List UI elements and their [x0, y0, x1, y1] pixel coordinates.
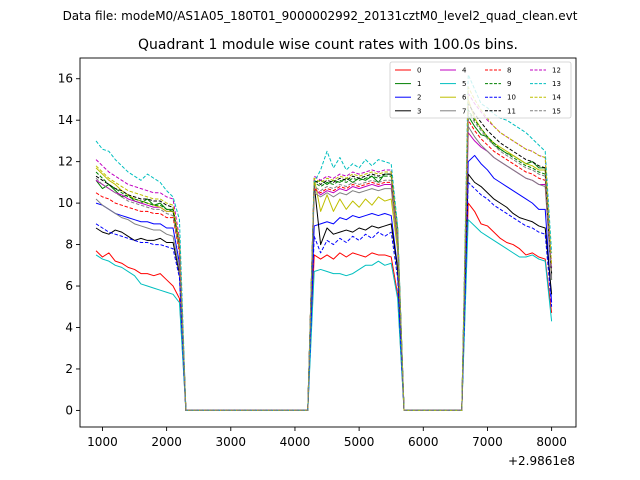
- legend-label-11: 11: [507, 107, 516, 115]
- legend-label-10: 10: [507, 94, 516, 102]
- series-line-10: [95, 181, 553, 411]
- suptitle: Data file: modeM0/AS1A05_180T01_90000029…: [63, 9, 578, 23]
- legend-label-1: 1: [417, 80, 421, 88]
- x-tick-label: 3000: [216, 435, 247, 449]
- series-line-1: [95, 115, 553, 411]
- legend-label-4: 4: [462, 67, 467, 75]
- legend-label-12: 12: [552, 67, 561, 75]
- x-tick-label: 8000: [536, 435, 567, 449]
- x-tick-label: 7000: [472, 435, 503, 449]
- axes-frame: [79, 57, 577, 428]
- legend-label-0: 0: [417, 67, 421, 75]
- series-line-2: [95, 154, 553, 411]
- series-line-4: [95, 132, 553, 411]
- series-line-8: [95, 119, 553, 411]
- legend-label-3: 3: [417, 107, 421, 115]
- series-line-9: [95, 109, 553, 411]
- y-tick-label: 16: [58, 72, 73, 86]
- series-line-7: [95, 125, 553, 411]
- series-line-6: [95, 98, 553, 411]
- y-tick-label: 12: [58, 155, 73, 169]
- legend-label-2: 2: [417, 94, 421, 102]
- x-tick-label: 6000: [408, 435, 439, 449]
- y-tick-label: 4: [65, 320, 73, 334]
- series-line-15: [95, 111, 553, 411]
- legend-label-14: 14: [552, 94, 561, 102]
- series-line-11: [95, 103, 553, 411]
- legend-label-6: 6: [462, 94, 467, 102]
- series-line-12: [95, 92, 553, 411]
- legend-label-8: 8: [507, 67, 511, 75]
- y-tick-label: 6: [65, 279, 73, 293]
- x-axis-offset-label: +2.9861e8: [508, 454, 575, 468]
- y-tick-label: 2: [65, 362, 73, 376]
- y-tick-label: 10: [58, 196, 73, 210]
- legend-label-13: 13: [552, 80, 561, 88]
- series-line-5: [95, 219, 553, 411]
- chart-title: Quadrant 1 module wise count rates with …: [138, 37, 518, 53]
- y-tick-label: 14: [58, 113, 73, 127]
- series-line-0: [95, 202, 553, 411]
- legend-box: [389, 61, 572, 119]
- y-tick-label: 8: [65, 238, 73, 252]
- legend-label-15: 15: [552, 107, 561, 115]
- legend-label-7: 7: [462, 107, 466, 115]
- series-line-3: [95, 173, 553, 411]
- x-tick-label: 5000: [344, 435, 375, 449]
- legend-label-9: 9: [507, 80, 511, 88]
- x-tick-label: 4000: [280, 435, 311, 449]
- legend-label-5: 5: [462, 80, 466, 88]
- x-tick-label: 1000: [87, 435, 118, 449]
- y-tick-label: 0: [65, 403, 73, 417]
- x-tick-label: 2000: [151, 435, 182, 449]
